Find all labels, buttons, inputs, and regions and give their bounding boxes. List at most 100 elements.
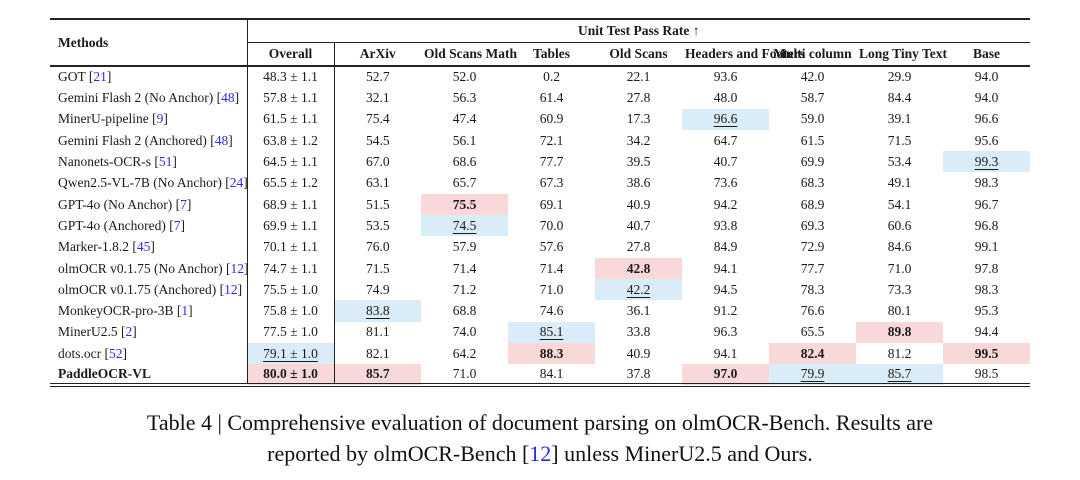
cell-multi-column: 77.7: [800, 260, 825, 276]
table-row: Gemini Flash 2 (Anchored) [48] 63.8 ± 1.2…: [50, 129, 1030, 152]
method-cell: PaddleOCR-VL: [50, 364, 248, 386]
table-row: MonkeyOCR-pro-3B [1] 75.8 ± 1.0 83.8 68.8 74…: [50, 300, 1030, 322]
col-header-arxiv: ArXiv: [334, 42, 421, 67]
citation-link[interactable]: 7: [180, 196, 187, 212]
cell-multi-column: 65.5: [800, 324, 825, 340]
cell-old-scans: 36.1: [626, 303, 651, 319]
results-table: Methods Unit Test Pass Rate ↑ Overall ArX…: [50, 18, 1030, 388]
cell-long-tiny-text: 54.1: [887, 196, 912, 212]
citation-link[interactable]: 24: [229, 175, 244, 191]
citation-link[interactable]: 21: [93, 69, 107, 85]
citation-link[interactable]: 51: [158, 154, 173, 170]
cell-overall: 63.8 ± 1.2: [247, 129, 335, 152]
cell-long-tiny-text: 39.1: [887, 111, 912, 127]
cell-multi-column: 76.6: [800, 303, 825, 319]
caption-line-2: reported by olmOCR-Bench [12] unless Min…: [50, 438, 1030, 469]
citation-link[interactable]: 52: [109, 345, 123, 361]
cell-old-scans-math: 47.4: [452, 111, 477, 127]
unit-test-pass-rate-header: Unit Test Pass Rate ↑: [247, 19, 1030, 43]
method-cell: olmOCR v0.1.75 (No Anchor) [12]: [50, 257, 249, 279]
cell-overall: 80.0 ± 1.0: [247, 364, 335, 386]
cell-old-scans-math: 71.0: [452, 366, 477, 382]
cell-arxiv: 76.0: [365, 239, 390, 255]
cell-long-tiny-text: 85.7: [856, 364, 943, 386]
citation-link[interactable]: 45: [136, 239, 151, 255]
table-row: dots.ocr [52] 79.1 ± 1.0 82.1 64.2 88.3 40.9 9…: [50, 342, 1030, 365]
citation-link[interactable]: 48: [214, 132, 229, 148]
table-header: Methods Unit Test Pass Rate ↑ Overall ArX…: [50, 19, 1030, 67]
citation-link[interactable]: 9: [156, 111, 164, 127]
cell-tables: 88.3: [508, 342, 595, 365]
cell-old-scans: 40.9: [626, 345, 651, 361]
cell-arxiv: 67.0: [365, 154, 390, 170]
cell-old-scans: 37.8: [626, 366, 651, 382]
cell-multi-column: 82.4: [769, 342, 856, 365]
cell-headers-and-footers: 73.6: [713, 175, 738, 191]
citation-link[interactable]: 7: [173, 217, 181, 233]
cell-old-scans: 22.1: [626, 69, 651, 85]
cell-headers-and-footers: 48.0: [713, 90, 738, 106]
cell-multi-column: 59.0: [800, 111, 825, 127]
citation-link[interactable]: 2: [125, 324, 133, 340]
cell-old-scans: 17.3: [626, 111, 651, 127]
cell-tables: 61.4: [539, 90, 564, 106]
cell-arxiv: 63.1: [365, 175, 390, 191]
cell-headers-and-footers: 94.5: [713, 281, 738, 297]
col-header-multi-column: Multi column: [769, 42, 856, 67]
cell-headers-and-footers: 84.9: [713, 239, 738, 255]
cell-multi-column: 68.9: [800, 196, 825, 212]
cell-old-scans-math: 74.5: [421, 215, 508, 237]
citation-link[interactable]: 12: [529, 441, 552, 467]
cell-overall: 75.8 ± 1.0: [247, 300, 335, 322]
citation-link[interactable]: 12: [230, 260, 245, 276]
citation-link[interactable]: 1: [181, 303, 189, 319]
cell-overall: 74.7 ± 1.1: [247, 257, 335, 279]
cell-multi-column: 69.9: [800, 154, 825, 170]
cell-headers-and-footers: 64.7: [713, 132, 738, 148]
method-cell: Marker-1.8.2 [45]: [50, 236, 248, 258]
cell-long-tiny-text: 84.4: [887, 90, 912, 106]
cell-old-scans: 42.2: [595, 278, 682, 301]
col-header-old-scans-math: Old Scans Math: [421, 42, 517, 67]
cell-base: 99.1: [974, 239, 999, 255]
cell-tables: 77.7: [539, 154, 564, 170]
cell-long-tiny-text: 29.9: [887, 69, 912, 85]
cell-old-scans: 38.6: [626, 175, 651, 191]
cell-headers-and-footers: 91.2: [713, 303, 738, 319]
cell-long-tiny-text: 71.5: [887, 132, 912, 148]
method-cell: Qwen2.5-VL-7B (No Anchor) [24]: [50, 172, 248, 194]
group-header-row: Methods Unit Test Pass Rate ↑: [50, 19, 1030, 67]
cell-old-scans-math: 71.2: [452, 281, 477, 297]
method-cell: MinerU2.5 [2]: [50, 321, 248, 343]
cell-tables: 74.6: [539, 303, 564, 319]
cell-tables: 60.9: [539, 111, 564, 127]
cell-base: 97.8: [974, 260, 999, 276]
cell-base: 99.5: [943, 342, 1030, 365]
cell-tables: 0.2: [543, 69, 560, 85]
cell-tables: 85.1: [508, 321, 595, 343]
cell-arxiv: 53.5: [365, 217, 390, 233]
cell-old-scans-math: 75.5: [421, 193, 508, 216]
cell-arxiv: 82.1: [365, 345, 390, 361]
cell-overall: 48.3 ± 1.1: [247, 66, 335, 88]
cell-overall: 61.5 ± 1.1: [247, 108, 335, 130]
citation-link[interactable]: 48: [221, 90, 235, 106]
cell-arxiv: 52.7: [365, 69, 390, 85]
cell-base: 95.6: [974, 132, 999, 148]
cell-base: 95.3: [974, 303, 999, 319]
table-row: Nanonets-OCR-s [51] 64.5 ± 1.1 67.0 68.6 77.…: [50, 151, 1030, 173]
cell-overall: 75.5 ± 1.0: [247, 278, 335, 301]
cell-old-scans: 27.8: [626, 90, 651, 106]
cell-base: 98.3: [974, 281, 999, 297]
cell-arxiv: 32.1: [365, 90, 390, 106]
cell-base: 99.3: [943, 151, 1030, 173]
method-cell: dots.ocr [52]: [50, 342, 248, 365]
cell-overall: 64.5 ± 1.1: [247, 151, 335, 173]
cell-overall: 57.8 ± 1.1: [247, 87, 335, 109]
cell-base: 94.4: [974, 324, 999, 340]
col-header-overall: Overall: [247, 42, 335, 67]
method-cell: Gemini Flash 2 (No Anchor) [48]: [50, 87, 248, 109]
citation-link[interactable]: 12: [224, 281, 238, 297]
cell-old-scans: 42.8: [595, 257, 682, 279]
table-row: Qwen2.5-VL-7B (No Anchor) [24] 65.5 ± 1.2…: [50, 172, 1030, 194]
